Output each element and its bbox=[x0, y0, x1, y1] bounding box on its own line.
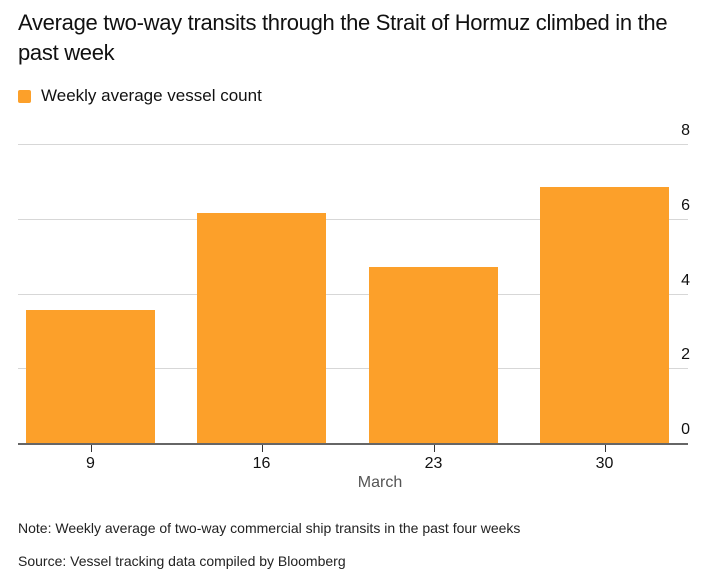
x-tick bbox=[90, 444, 92, 452]
legend-swatch bbox=[18, 89, 31, 103]
x-axis-line bbox=[18, 443, 688, 445]
x-tick bbox=[433, 444, 435, 452]
bar bbox=[26, 310, 155, 443]
x-tick-label: 9 bbox=[86, 455, 95, 472]
gridline bbox=[18, 144, 688, 145]
gridline bbox=[18, 293, 688, 295]
y-tick-label: 8 bbox=[681, 122, 690, 139]
y-tick-label: 0 bbox=[681, 421, 690, 438]
y-tick-label: 6 bbox=[681, 196, 690, 214]
bar bbox=[540, 186, 669, 443]
x-tick-label: 30 bbox=[595, 455, 614, 472]
x-tick-label: 16 bbox=[252, 455, 271, 472]
plot-area: 0 2 4 6 8 9 16 23 30 March bbox=[18, 122, 690, 491]
y-tick-label: 2 bbox=[681, 346, 690, 364]
x-tick-label: 23 bbox=[424, 455, 443, 472]
x-axis-title: March bbox=[357, 474, 403, 491]
gridline bbox=[18, 218, 688, 220]
x-tick bbox=[261, 444, 263, 452]
x-tick bbox=[604, 444, 606, 452]
legend: Weekly average vessel count bbox=[18, 86, 262, 106]
y-tick-label: 4 bbox=[681, 271, 690, 289]
chart-note: Note: Weekly average of two-way commerci… bbox=[18, 520, 521, 536]
gridline bbox=[18, 368, 688, 370]
bar bbox=[369, 267, 498, 443]
chart-title: Average two-way transits through the Str… bbox=[18, 10, 668, 65]
legend-label: Weekly average vessel count bbox=[41, 86, 262, 105]
chart-source: Source: Vessel tracking data compiled by… bbox=[18, 553, 346, 569]
bar bbox=[197, 213, 326, 443]
